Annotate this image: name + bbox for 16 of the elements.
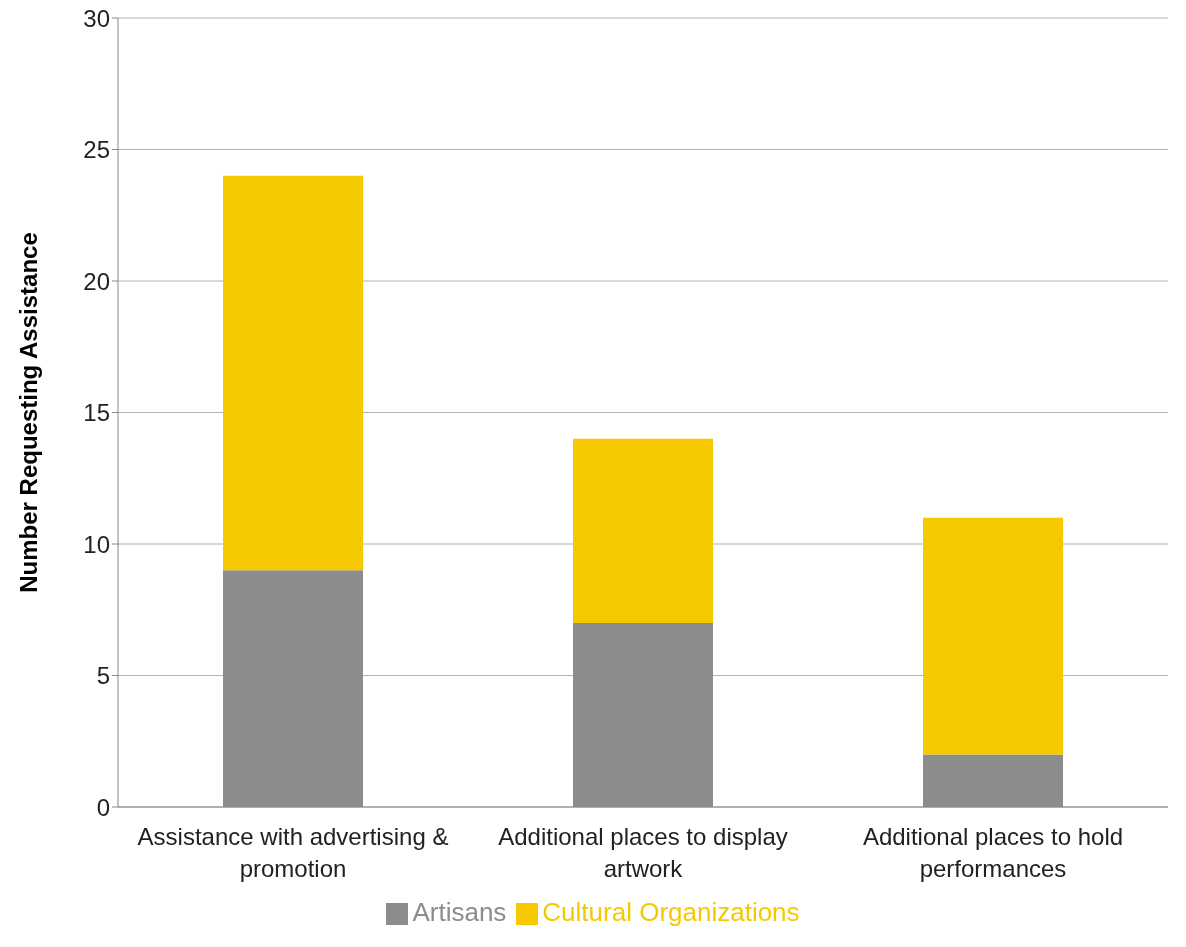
- bar: [223, 175, 363, 571]
- x-tick-label: Additional places to display artwork: [498, 823, 788, 882]
- legend-label: Artisans: [412, 897, 507, 927]
- y-tick-label: 20: [83, 267, 110, 295]
- bar: [573, 438, 713, 623]
- y-tick-label: 0: [96, 793, 110, 821]
- y-tick-label: 10: [83, 530, 110, 558]
- x-tick-label: Assistance with advertising & promotion: [137, 823, 449, 882]
- legend-label: Cultural Organizations: [542, 897, 800, 927]
- y-tick-label: 5: [96, 662, 110, 690]
- y-tick-label: 25: [83, 136, 110, 164]
- y-tick-label: 15: [83, 399, 110, 427]
- x-tick-label: Additional places to hold performances: [862, 823, 1124, 882]
- y-axis-title: Number Requesting Assistance: [14, 232, 42, 593]
- bar: [923, 517, 1063, 755]
- y-tick-label: 30: [83, 4, 110, 32]
